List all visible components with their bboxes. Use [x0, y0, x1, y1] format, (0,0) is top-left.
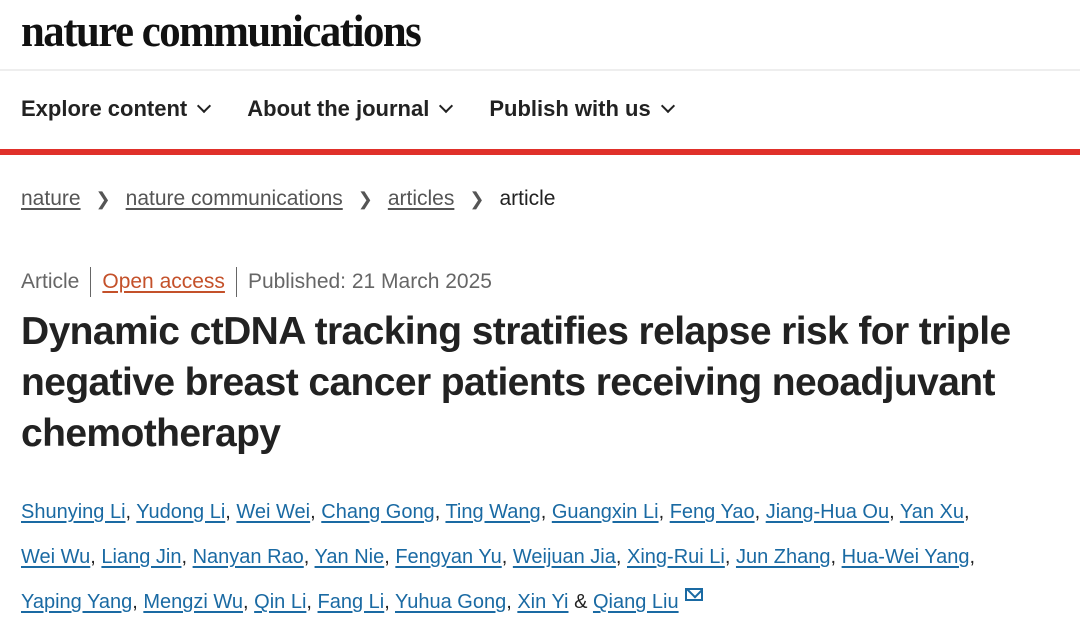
author-link[interactable]: Chang Gong	[321, 501, 435, 523]
nav-label: Explore content	[21, 96, 188, 121]
author-link[interactable]: Feng Yao	[669, 501, 755, 523]
breadcrumb-nature[interactable]: nature	[21, 187, 81, 210]
breadcrumb: nature ❯ nature communications ❯ article…	[21, 187, 556, 211]
chevron-down-icon	[197, 98, 212, 114]
published-date: Published: 21 March 2025	[247, 270, 492, 293]
nav-publish-with-us[interactable]: Publish with us	[489, 96, 675, 122]
author-link[interactable]: Wei Wu	[21, 546, 91, 568]
nav-explore-content[interactable]: Explore content	[21, 96, 212, 122]
author-link[interactable]: Mengzi Wu	[143, 591, 244, 613]
main-nav: Explore content About the journal Publis…	[21, 96, 711, 122]
author-link[interactable]: Guangxin Li	[551, 501, 659, 523]
author-link[interactable]: Nanyan Rao	[192, 546, 304, 568]
nav-about-journal[interactable]: About the journal	[247, 96, 454, 122]
author-link[interactable]: Yuhua Gong	[395, 591, 507, 613]
author-link[interactable]: Yan Xu	[899, 501, 964, 523]
article-type: Article	[21, 270, 80, 293]
author-link[interactable]: Jiang-Hua Ou	[765, 501, 890, 523]
author-link[interactable]: Fang Li	[317, 591, 385, 613]
author-link[interactable]: Jun Zhang	[735, 546, 831, 568]
author-line: Yaping Yang, Mengzi Wu, Qin Li, Fang Li,…	[21, 580, 975, 625]
breadcrumb-articles[interactable]: articles	[387, 187, 455, 210]
author-link[interactable]: Yudong Li	[136, 501, 226, 523]
author-line: Shunying Li, Yudong Li, Wei Wei, Chang G…	[21, 501, 970, 523]
journal-logo[interactable]: nature communications	[21, 5, 422, 56]
author-link[interactable]: Weijuan Jia	[512, 546, 616, 568]
author-list: Shunying Li, Yudong Li, Wei Wei, Chang G…	[21, 490, 975, 625]
breadcrumb-current: article	[499, 187, 556, 210]
author-link[interactable]: Xing-Rui Li	[627, 546, 725, 568]
author-link[interactable]: Shunying Li	[21, 501, 126, 523]
article-meta: Article Open access Published: 21 March …	[21, 267, 492, 297]
author-link-corresponding[interactable]: Qiang Liu	[592, 591, 679, 613]
chevron-right-icon: ❯	[95, 188, 111, 209]
author-link[interactable]: Qin Li	[254, 591, 307, 613]
divider	[235, 267, 237, 297]
chevron-down-icon	[439, 98, 454, 114]
author-line: Wei Wu, Liang Jin, Nanyan Rao, Yan Nie, …	[21, 546, 976, 568]
author-link[interactable]: Wei Wei	[236, 501, 311, 523]
header-divider	[0, 69, 1080, 71]
chevron-right-icon: ❯	[357, 188, 373, 209]
author-link[interactable]: Xin Yi	[517, 591, 569, 613]
author-link[interactable]: Yaping Yang	[21, 591, 133, 613]
author-link[interactable]: Hua-Wei Yang	[841, 546, 970, 568]
author-link[interactable]: Liang Jin	[101, 546, 182, 568]
nav-label: About the journal	[247, 96, 430, 121]
chevron-right-icon: ❯	[469, 188, 485, 209]
article-title: Dynamic ctDNA tracking stratifies relaps…	[21, 310, 1011, 455]
accent-bar	[0, 149, 1080, 155]
author-link[interactable]: Fengyan Yu	[395, 546, 502, 568]
divider	[90, 267, 92, 297]
author-link[interactable]: Yan Nie	[314, 546, 385, 568]
author-link[interactable]: Ting Wang	[445, 501, 541, 523]
mail-icon[interactable]	[684, 588, 703, 601]
chevron-down-icon	[660, 98, 675, 114]
nav-label: Publish with us	[489, 96, 651, 121]
open-access-link[interactable]: Open access	[102, 270, 225, 293]
breadcrumb-nature-communications[interactable]: nature communications	[125, 187, 343, 210]
conjunction: &	[574, 591, 588, 613]
